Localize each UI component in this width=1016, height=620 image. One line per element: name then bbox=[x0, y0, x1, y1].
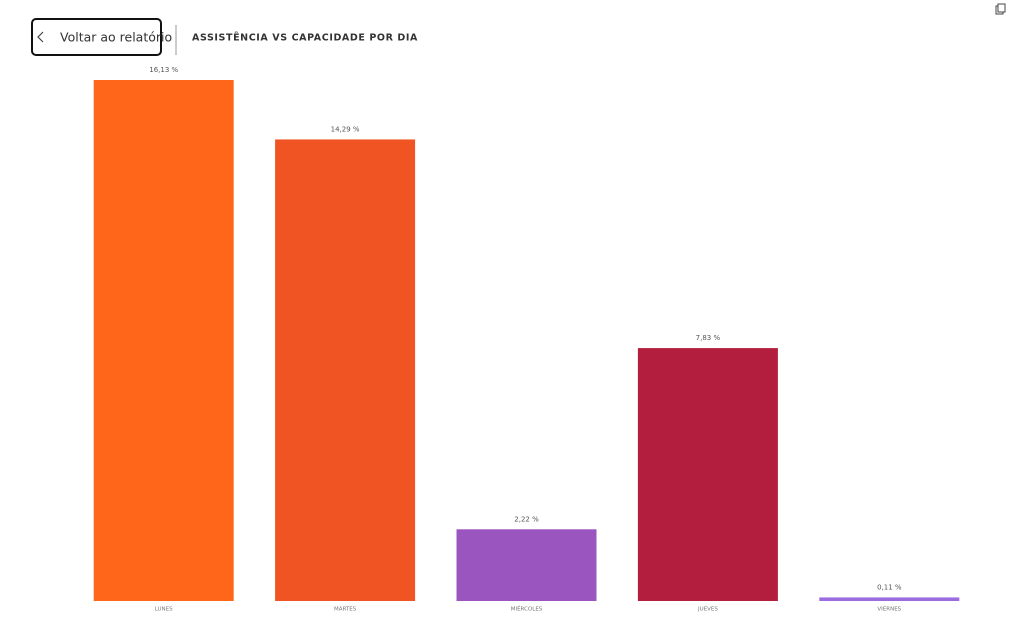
back-button[interactable]: Voltar ao relatório bbox=[31, 18, 172, 56]
back-button-label[interactable]: Voltar ao relatório bbox=[60, 30, 172, 45]
bar bbox=[637, 348, 778, 601]
x-tick-label: MIÉRCOLES bbox=[511, 605, 543, 613]
x-tick-label: JUEVES bbox=[697, 607, 718, 613]
bar bbox=[93, 80, 234, 601]
bar bbox=[819, 597, 960, 601]
copy-icon[interactable] bbox=[995, 3, 1006, 15]
bar bbox=[275, 139, 416, 601]
x-tick-label: LUNES bbox=[155, 607, 173, 613]
data-label: 2,22 % bbox=[514, 515, 539, 523]
copy-icon-front[interactable] bbox=[997, 3, 1006, 13]
data-label: 0,11 % bbox=[877, 583, 902, 591]
data-label: 14,29 % bbox=[331, 125, 360, 133]
bar bbox=[456, 529, 597, 601]
back-button-frame[interactable] bbox=[31, 18, 162, 56]
data-label: 7,83 % bbox=[696, 334, 721, 342]
x-tick-label: VIERNES bbox=[877, 607, 901, 613]
x-tick-label: MARTES bbox=[334, 607, 357, 613]
data-label: 16,13 % bbox=[149, 66, 178, 74]
chevron-icon[interactable] bbox=[37, 31, 44, 43]
visual-title: ASSISTÊNCIA VS CAPACIDADE POR DIA bbox=[192, 32, 418, 44]
